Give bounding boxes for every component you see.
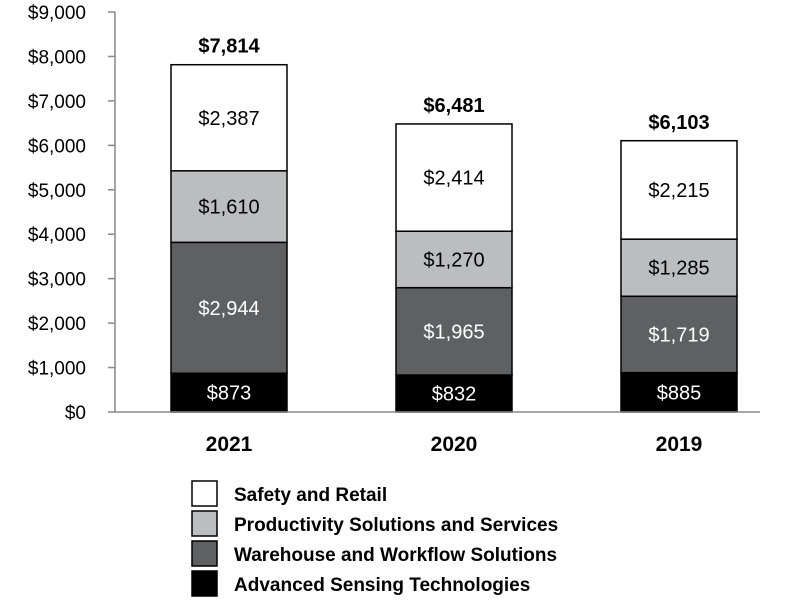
legend-swatch xyxy=(191,540,218,567)
segment-value-label: $1,285 xyxy=(648,258,709,280)
bar-segment xyxy=(170,63,288,172)
y-tick-label: $2,000 xyxy=(28,314,86,335)
legend-label: Warehouse and Workflow Solutions xyxy=(234,545,557,566)
bar-segment xyxy=(170,241,288,374)
y-tick-label: $4,000 xyxy=(28,225,86,246)
legend: Safety and Retail Productivity Solutions … xyxy=(191,480,558,597)
segment-value-label: $2,215 xyxy=(648,180,709,202)
y-tick-label: $3,000 xyxy=(28,270,86,291)
bar-segment xyxy=(620,238,738,298)
segment-value-label: $832 xyxy=(432,384,477,406)
legend-swatch xyxy=(191,510,218,537)
bar-total-label: $7,814 xyxy=(198,36,260,58)
y-axis: $0 $1,000 $2,000 $3,000 $4,000 $5,000 $6,000 $7… xyxy=(28,3,116,424)
segment-value-label: $2,414 xyxy=(423,168,484,190)
y-tick-label: $1,000 xyxy=(28,359,86,380)
y-tick-label: $0 xyxy=(65,403,86,424)
bar-segment xyxy=(395,374,513,413)
segment-value-label: $885 xyxy=(657,382,702,404)
legend-swatch xyxy=(191,480,218,507)
segment-value-label: $1,965 xyxy=(423,321,484,343)
legend-swatch xyxy=(191,570,218,597)
bar-segment xyxy=(620,295,738,374)
x-category-label: 2021 xyxy=(206,433,253,456)
segment-value-label: $1,610 xyxy=(198,197,259,219)
segment-value-label: $1,270 xyxy=(423,249,484,271)
segment-value-label: $873 xyxy=(207,383,252,405)
y-tick-label: $9,000 xyxy=(28,3,86,24)
legend-label: Safety and Retail xyxy=(234,485,387,506)
y-tick-label: $5,000 xyxy=(28,181,86,202)
x-category-label: 2019 xyxy=(656,433,703,456)
y-tick-label: $8,000 xyxy=(28,47,86,68)
segment-value-label: $2,387 xyxy=(198,108,259,130)
x-axis: 2021 2020 2019 xyxy=(115,411,760,456)
legend-label: Advanced Sensing Technologies xyxy=(234,575,530,596)
segment-value-label: $2,944 xyxy=(198,298,259,320)
bar-segment xyxy=(620,139,738,240)
bar-total-label: $6,103 xyxy=(648,112,709,134)
bar-segment xyxy=(170,170,288,244)
legend-label: Productivity Solutions and Services xyxy=(234,515,558,536)
bars: $873 $2,944 $1,610 $2,387 $7,814 $832 $1,965 $1… xyxy=(170,36,738,413)
y-tick-label: $7,000 xyxy=(28,92,86,113)
bar-total-label: $6,481 xyxy=(423,95,484,117)
bar-segment xyxy=(170,372,288,413)
y-tick-label: $6,000 xyxy=(28,136,86,157)
x-category-label: 2020 xyxy=(431,433,478,456)
segment-value-label: $1,719 xyxy=(648,324,709,346)
bar-segment xyxy=(395,123,513,232)
